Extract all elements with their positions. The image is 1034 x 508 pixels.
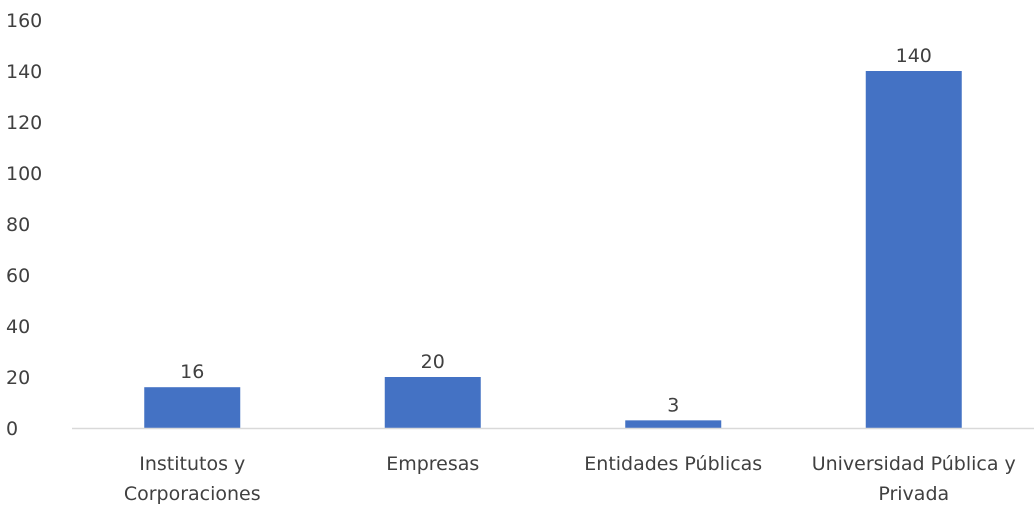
data-label: 3 (667, 394, 679, 416)
category-label: Institutos y Corporaciones (124, 453, 261, 505)
y-tick-label: 0 (6, 418, 18, 440)
data-label: 20 (421, 351, 445, 373)
y-tick-label: 160 (6, 10, 42, 32)
y-tick-label: 120 (6, 112, 42, 134)
bar (144, 387, 241, 428)
data-labels: 16 20 3 140 (180, 45, 932, 416)
y-tick-label: 80 (6, 214, 30, 236)
y-tick-label: 20 (6, 367, 30, 389)
y-tick-label: 60 (6, 265, 30, 287)
data-label: 140 (896, 45, 932, 67)
category-label: Entidades Públicas (584, 453, 762, 475)
data-label: 16 (180, 361, 204, 383)
x-axis: Institutos y Corporaciones Empresas Entidad… (124, 453, 1016, 505)
y-tick-label: 100 (6, 163, 42, 185)
y-tick-label: 40 (6, 316, 30, 338)
bar (384, 377, 481, 428)
category-label: Empresas (386, 453, 479, 475)
category-label: Universidad Pública y Privada (812, 453, 1016, 505)
y-axis: 0 20 40 60 80 100 120 140 160 (6, 10, 42, 440)
bars (144, 71, 962, 428)
y-tick-label: 140 (6, 61, 42, 83)
bar (625, 420, 722, 428)
bar (865, 71, 962, 428)
